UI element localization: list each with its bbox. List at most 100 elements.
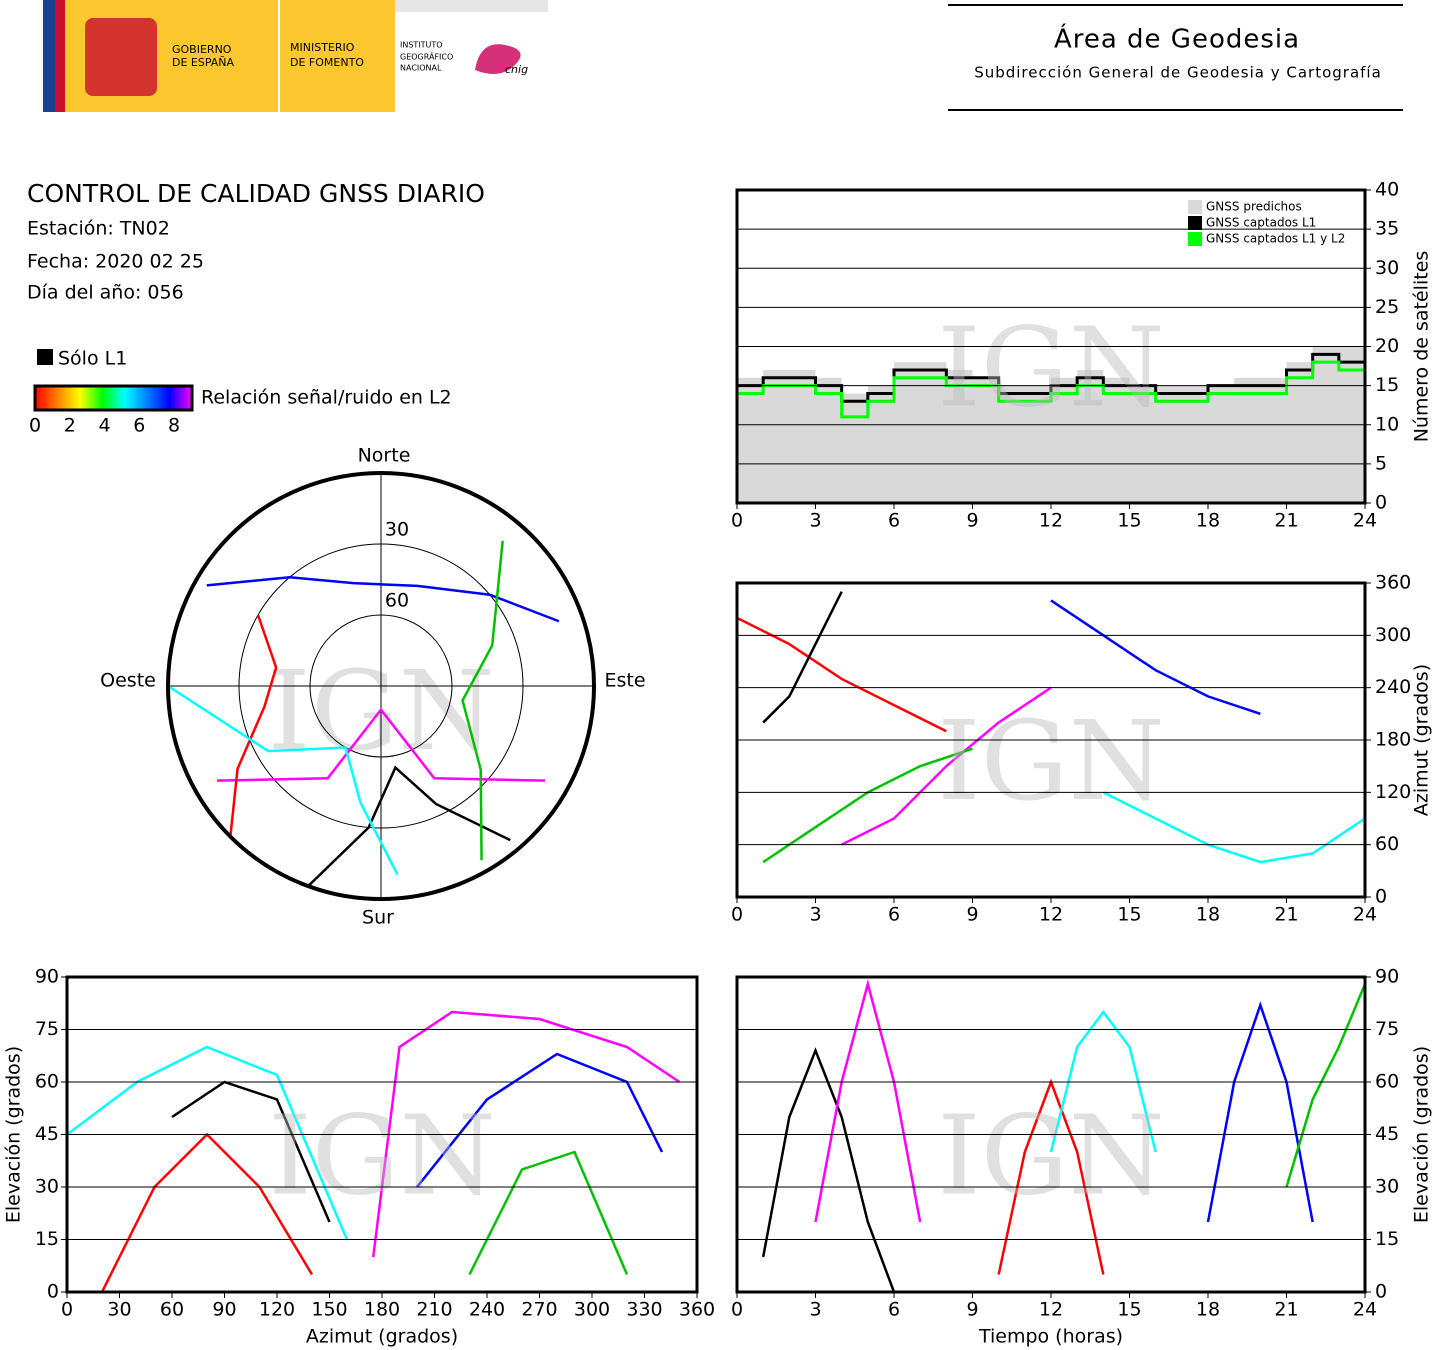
plot-frame xyxy=(735,581,1367,899)
satellite-track xyxy=(167,684,399,876)
x-tick-label: 24 xyxy=(1353,510,1377,532)
gobierno: GOBIERNO xyxy=(172,43,232,56)
elevation-ring xyxy=(238,543,524,829)
west-label: Oeste xyxy=(100,670,156,692)
elevation-tick-label: 30 xyxy=(385,519,409,541)
legend-label: GNSS captados L1 y L2 xyxy=(1206,232,1345,246)
y-tick-label: 15 xyxy=(1375,1228,1399,1250)
watermark: IGN xyxy=(937,1091,1165,1219)
x-tick-label: 0 xyxy=(731,510,743,532)
x-tick-label: 15 xyxy=(1117,510,1141,532)
plot-frame xyxy=(735,188,1367,505)
instituto: NACIONAL xyxy=(400,64,442,73)
elevation-tick-label: 60 xyxy=(385,590,409,612)
y-tick-label: 25 xyxy=(1375,296,1399,318)
y-tick-label: 60 xyxy=(1375,1071,1399,1093)
y-tick-label: 0 xyxy=(1375,1281,1387,1303)
legend-swatch xyxy=(1188,200,1202,214)
legend-label: GNSS predichos xyxy=(1206,200,1302,214)
x-tick-label: 270 xyxy=(521,1299,557,1321)
x-tick-label: 3 xyxy=(809,904,821,926)
x-axis-label: Tiempo (horas) xyxy=(978,1326,1123,1348)
watermark: IGN xyxy=(268,1091,496,1219)
x-tick-label: 18 xyxy=(1196,510,1220,532)
x-tick-label: 240 xyxy=(469,1299,505,1321)
y-tick-label: 35 xyxy=(1375,218,1399,240)
x-tick-label: 0 xyxy=(731,1299,743,1321)
x-tick-label: 0 xyxy=(61,1299,73,1321)
area-title: Área de Geodesia xyxy=(1054,23,1300,55)
ministerio-block xyxy=(280,0,395,112)
y-tick-label: 90 xyxy=(1375,966,1399,988)
station: Estación: TN02 xyxy=(27,218,170,240)
track xyxy=(1050,599,1261,716)
y-tick-label: 15 xyxy=(1375,374,1399,396)
track xyxy=(814,979,922,1223)
snr-legend: Relación señal/ruido en L2 xyxy=(201,387,452,409)
x-tick-label: 9 xyxy=(966,1299,978,1321)
snr-colorbar xyxy=(33,384,194,412)
x-tick-label: 0 xyxy=(731,904,743,926)
x-tick-label: 12 xyxy=(1039,510,1063,532)
x-tick-label: 6 xyxy=(888,1299,900,1321)
x-tick-label: 9 xyxy=(966,510,978,532)
y-axis-label: Elevación (grados) xyxy=(3,1046,25,1223)
x-tick-label: 90 xyxy=(212,1299,236,1321)
coat-of-arms xyxy=(85,18,157,96)
colorbar-tick-label: 2 xyxy=(64,415,76,437)
y-tick-label: 30 xyxy=(1375,257,1399,279)
colorbar-tick-label: 6 xyxy=(133,415,145,437)
y-tick-label: 0 xyxy=(47,1281,59,1303)
y-axis-label: Número de satélites xyxy=(1411,251,1433,443)
x-tick-label: 12 xyxy=(1039,904,1063,926)
track xyxy=(841,686,1052,846)
gobierno: DE ESPAÑA xyxy=(172,56,235,69)
y-tick-label: 5 xyxy=(1375,452,1387,474)
satellite-track xyxy=(461,540,504,861)
date: Fecha: 2020 02 25 xyxy=(27,251,204,273)
x-tick-label: 9 xyxy=(966,904,978,926)
x-tick-label: 210 xyxy=(416,1299,452,1321)
instituto: INSTITUTO xyxy=(400,41,443,50)
y-tick-label: 40 xyxy=(1375,179,1399,201)
satellite-track xyxy=(206,575,560,623)
watermark: IGN xyxy=(937,303,1165,431)
gray-bar xyxy=(395,0,548,12)
legend-swatch xyxy=(1188,216,1202,230)
track xyxy=(171,1080,331,1223)
y-tick-label: 0 xyxy=(1375,886,1387,908)
elevation-ring xyxy=(309,614,453,758)
x-tick-label: 18 xyxy=(1196,1299,1220,1321)
x-tick-label: 150 xyxy=(311,1299,347,1321)
track xyxy=(468,1150,629,1276)
satellite-track xyxy=(217,707,545,782)
satellite-track xyxy=(307,765,511,888)
area-subtitle: Subdirección General de Geodesia y Carto… xyxy=(974,64,1382,82)
track xyxy=(762,591,843,724)
track xyxy=(1206,1001,1314,1223)
y-tick-label: 0 xyxy=(1375,492,1387,514)
satellite-track xyxy=(229,614,278,837)
ministerio: DE FOMENTO xyxy=(290,56,364,69)
x-tick-label: 120 xyxy=(259,1299,295,1321)
north-label: Norte xyxy=(358,445,411,467)
y-tick-label: 60 xyxy=(35,1071,59,1093)
y-tick-label: 30 xyxy=(1375,1176,1399,1198)
track xyxy=(1285,983,1365,1188)
x-tick-label: 24 xyxy=(1353,1299,1377,1321)
l1-swatch xyxy=(37,349,53,365)
instituto: GEOGRÁFICO xyxy=(400,51,453,62)
x-tick-label: 30 xyxy=(107,1299,131,1321)
x-tick-label: 15 xyxy=(1117,1299,1141,1321)
y-tick-label: 60 xyxy=(1375,833,1399,855)
plot-frame xyxy=(65,975,699,1294)
ministerio: MINISTERIO xyxy=(290,41,355,54)
cnig: cnig xyxy=(505,63,528,76)
colorbar-tick-label: 8 xyxy=(168,415,180,437)
x-tick-label: 300 xyxy=(574,1299,610,1321)
x-tick-label: 24 xyxy=(1353,904,1377,926)
horizon xyxy=(166,471,596,901)
x-tick-label: 60 xyxy=(160,1299,184,1321)
colorbar-tick-label: 0 xyxy=(29,415,41,437)
